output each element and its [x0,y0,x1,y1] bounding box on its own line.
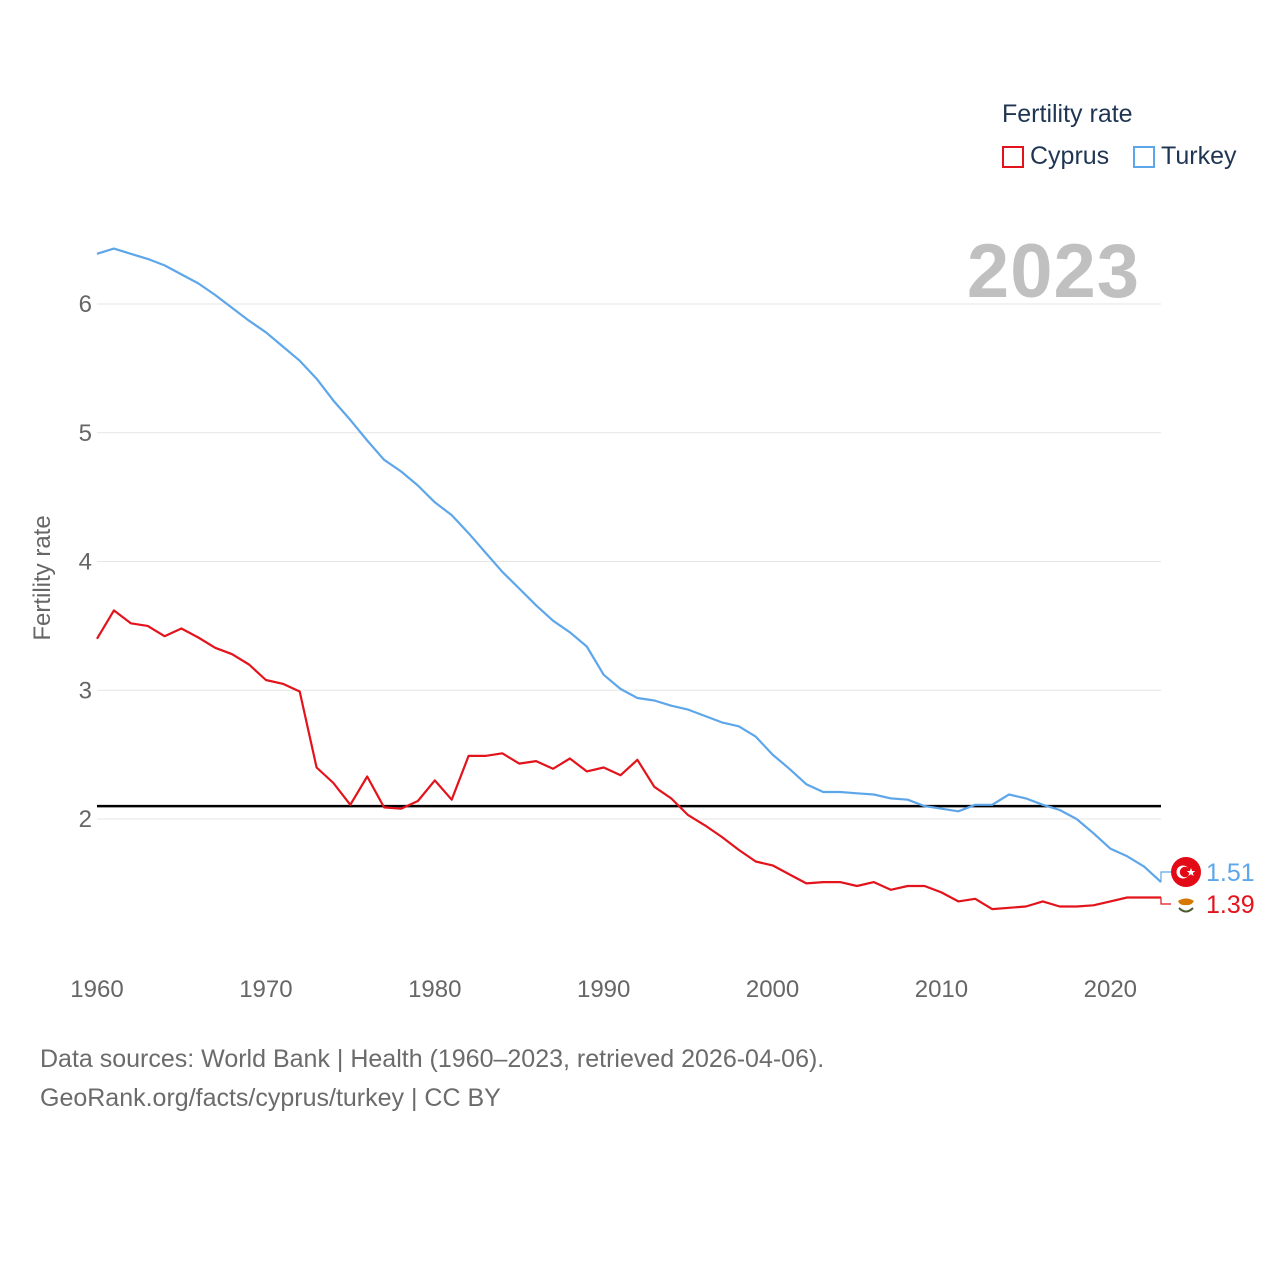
series-line-turkey [96,247,1162,883]
data-sources-text: Data sources: World Bank | Health (1960–… [40,1045,825,1073]
legend-swatch-turkey [1133,145,1155,168]
y-tick-label: 4 [79,549,92,576]
legend-item-turkey[interactable]: Turkey [1133,142,1236,171]
turkey-end-value: 1.51 [1206,859,1255,887]
legend-label-turkey: Turkey [1161,142,1237,170]
x-tick-label: 1970 [239,976,292,1003]
x-tick-label: 1990 [577,976,630,1003]
x-tick-label: 2020 [1084,976,1137,1003]
y-tick-label: 6 [79,291,92,318]
cyprus-label-connector [1160,897,1171,905]
legend-title: Fertility rate [1002,100,1133,128]
cyprus-end-value: 1.39 [1206,891,1255,919]
legend-label-cyprus: Cyprus [1030,142,1110,170]
legend-swatch-cyprus [1002,145,1024,168]
series-line-cyprus [96,609,1161,911]
y-tick-label: 2 [79,806,92,833]
x-tick-label: 2010 [915,976,968,1003]
y-tick-label: 5 [79,420,92,447]
x-tick-label: 1980 [408,976,461,1003]
grid-lines [97,303,1161,820]
turkey-flag-icon [1171,857,1201,887]
cyprus-flag-icon [1171,889,1201,919]
x-tick-label: 1960 [70,976,123,1003]
legend-item-cyprus[interactable]: Cyprus [1002,142,1109,171]
current-year-label: 2023 [966,229,1140,314]
x-tick-label: 2000 [746,976,799,1003]
x-axis-ticks: 1960 1970 1980 1990 2000 2010 2020 [70,976,1137,1003]
y-axis-ticks: 2 3 4 5 6 [79,291,92,833]
turkey-label-connector [1160,871,1171,883]
y-axis-title: Fertility rate [29,515,56,640]
source-link[interactable]: GeoRank.org/facts/cyprus/turkey | CC BY [40,1084,501,1112]
series-lines [96,247,1162,911]
end-markers: 1.51 1.39 [1160,857,1255,919]
y-tick-label: 3 [79,677,92,704]
